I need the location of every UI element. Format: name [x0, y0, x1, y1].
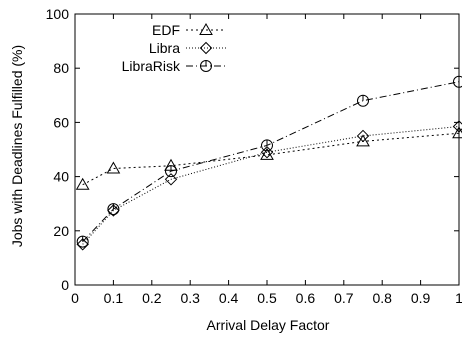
y-tick-label: 20: [53, 223, 69, 239]
series-line-libra: [83, 126, 459, 244]
data-point-librarisk: [454, 76, 462, 87]
x-tick-label: 0.6: [296, 290, 316, 306]
y-tick-label: 60: [53, 114, 69, 130]
data-point-librarisk: [358, 95, 369, 106]
legend-label-libra: Libra: [149, 40, 180, 56]
data-point-edf: [453, 127, 462, 138]
y-axis-title: Jobs with Deadlines Fulfilled (%): [9, 45, 25, 247]
y-tick-label: 80: [53, 60, 69, 76]
y-tick-label: 0: [61, 277, 69, 293]
y-tick-label: 100: [46, 6, 70, 22]
x-tick-label: 0.1: [104, 290, 124, 306]
data-point-edf: [77, 179, 89, 190]
data-point-librarisk: [77, 236, 88, 247]
x-tick-label: 0: [71, 290, 79, 306]
series-group: [77, 76, 462, 250]
circle-marker-ring: [454, 76, 462, 87]
y-tick-label: 40: [53, 169, 69, 185]
series-edf: [77, 127, 462, 189]
legend-marker-edf: [200, 24, 212, 35]
x-tick-label: 0.2: [142, 290, 162, 306]
legend-label-edf: EDF: [152, 22, 180, 38]
x-tick-label: 0.7: [334, 290, 354, 306]
data-point-librarisk: [166, 166, 177, 177]
x-tick-label: 0.9: [411, 290, 431, 306]
legend-marker-libra: [201, 43, 212, 54]
x-tick-label: 1: [455, 290, 462, 306]
series-librarisk: [77, 76, 462, 247]
legend: EDF Libra LibraRisk: [122, 22, 226, 74]
x-axis-title: Arrival Delay Factor: [207, 317, 330, 333]
legend-label-librarisk: LibraRisk: [122, 58, 181, 74]
data-point-edf: [107, 162, 119, 173]
x-tick-label: 0.8: [372, 290, 392, 306]
series-line-librarisk: [83, 82, 459, 242]
x-tick-label: 0.3: [180, 290, 200, 306]
x-tick-label: 0.4: [219, 290, 239, 306]
x-tick-label: 0.5: [257, 290, 277, 306]
